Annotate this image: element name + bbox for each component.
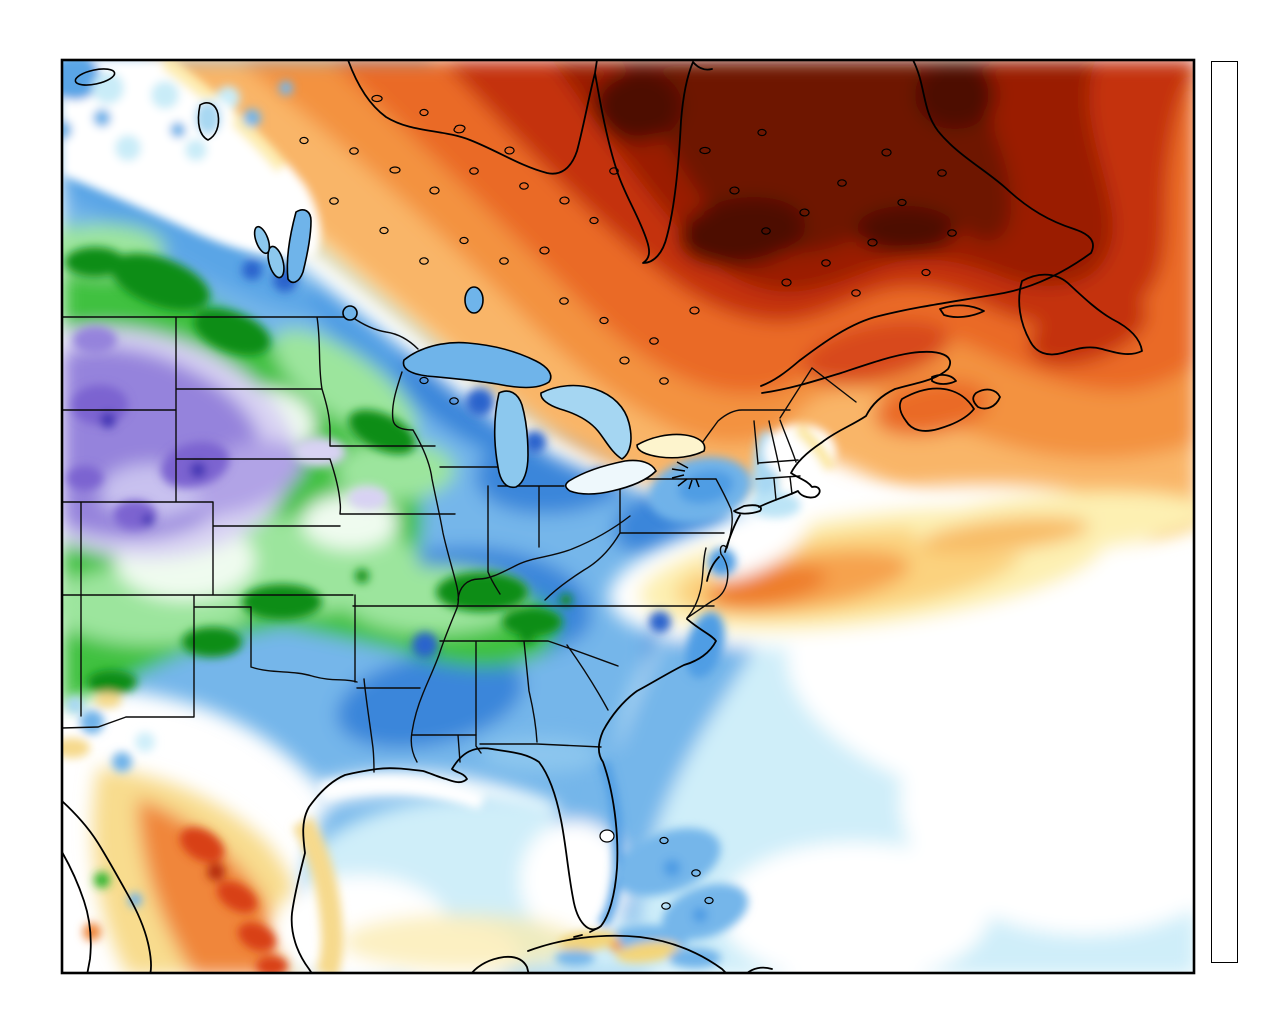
coastlines xyxy=(62,60,1143,973)
sunburst-mark xyxy=(671,461,700,490)
lakes xyxy=(74,68,706,843)
colorbar xyxy=(1211,61,1238,963)
map-frame xyxy=(60,58,1196,975)
temperature-field xyxy=(62,60,1194,973)
state-borders xyxy=(62,316,857,773)
small-lakes xyxy=(299,94,957,910)
